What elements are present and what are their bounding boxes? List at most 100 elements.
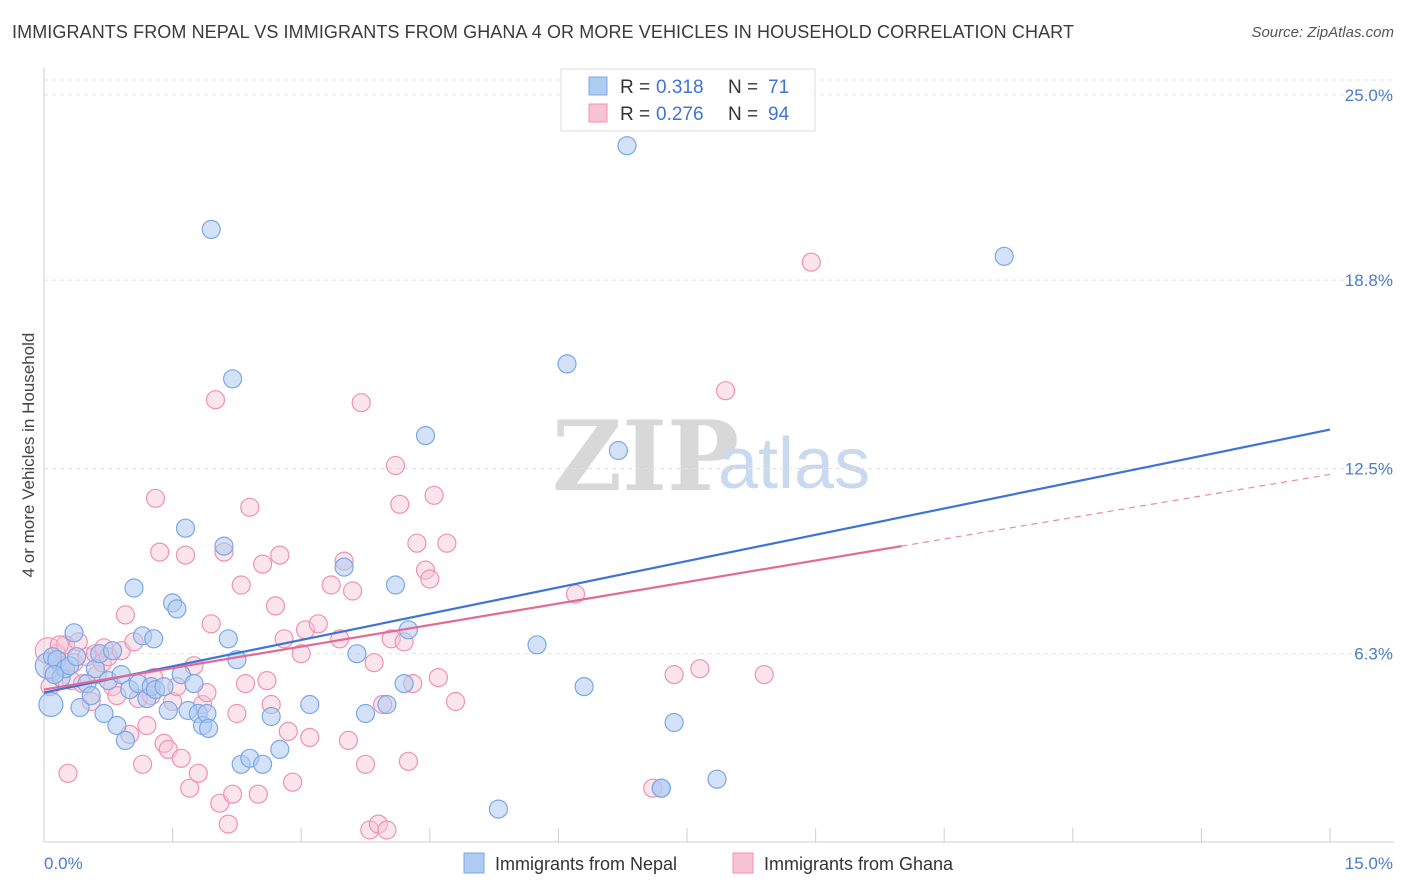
gridlines bbox=[44, 79, 1394, 655]
nepal-point bbox=[334, 557, 354, 577]
nepal-point bbox=[394, 673, 414, 694]
ghana-point bbox=[223, 784, 243, 804]
top-legend: R = 0.318 N = 71 R = 0.276 N = 94 bbox=[560, 68, 816, 132]
nepal-point bbox=[218, 629, 238, 649]
ghana-point bbox=[420, 569, 440, 589]
ghana-point bbox=[58, 763, 78, 783]
nepal-trend-line bbox=[43, 428, 1331, 694]
nepal-point bbox=[66, 647, 87, 667]
legend-nepal-r-value: 0.318 bbox=[656, 77, 704, 98]
ghana-point bbox=[364, 653, 384, 673]
nepal-point bbox=[385, 575, 406, 595]
ghana-point bbox=[407, 533, 427, 553]
ghana-point bbox=[133, 754, 153, 774]
legend-nepal-n-label: N = bbox=[728, 77, 758, 98]
bottom-legend-swatch-nepal bbox=[463, 852, 485, 874]
nepal-point bbox=[270, 739, 290, 760]
ghana-point bbox=[754, 664, 774, 685]
ghana-point bbox=[321, 575, 341, 595]
ghana-point bbox=[428, 667, 448, 688]
nepal-point bbox=[199, 718, 219, 739]
ghana-point bbox=[201, 614, 221, 634]
ghana-point bbox=[715, 381, 736, 401]
nepal-point bbox=[102, 641, 123, 661]
ghana-point bbox=[291, 644, 311, 664]
nepal-point bbox=[64, 623, 84, 643]
nepal-point bbox=[214, 536, 234, 556]
nepal-point bbox=[488, 799, 508, 819]
nepal-point bbox=[377, 694, 397, 715]
ghana-point bbox=[171, 748, 191, 768]
watermark-zip: ZIP bbox=[552, 400, 739, 513]
bottom-legend-ghana-label: Immigrants from Ghana bbox=[764, 854, 954, 874]
ghana-point bbox=[231, 575, 251, 595]
watermark-atlas: atlas bbox=[718, 424, 870, 504]
nepal-point bbox=[355, 703, 376, 724]
nepal-point bbox=[617, 136, 637, 156]
ghana-trend-line bbox=[43, 545, 902, 691]
nepal-point bbox=[707, 769, 727, 789]
bottom-legend-nepal-label: Immigrants from Nepal bbox=[495, 854, 677, 874]
y-tick-label: 12.5% bbox=[1345, 459, 1393, 478]
ghana-point bbox=[188, 763, 208, 783]
trend-lines bbox=[43, 428, 1331, 694]
nepal-point bbox=[175, 518, 196, 538]
ghana-point bbox=[308, 614, 328, 634]
nepal-point bbox=[115, 730, 136, 751]
ghana-point bbox=[145, 488, 166, 508]
legend-swatch-ghana bbox=[588, 103, 608, 123]
nepal-point bbox=[608, 440, 629, 461]
nepal-point bbox=[124, 578, 144, 598]
nepal-point bbox=[154, 676, 174, 697]
ghana-point bbox=[300, 727, 320, 748]
y-tick-labels: 6.3% 12.5% 18.8% 25.0% bbox=[1345, 86, 1393, 664]
nepal-point bbox=[574, 676, 594, 697]
ghana-point bbox=[137, 715, 157, 736]
ghana-point bbox=[283, 772, 303, 792]
bottom-legend-swatch-ghana bbox=[732, 852, 754, 874]
x-tick-label-min: 0.0% bbox=[44, 854, 83, 873]
nepal-point bbox=[527, 635, 547, 655]
ghana-point bbox=[445, 691, 466, 712]
nepal-point bbox=[144, 629, 164, 649]
nepal-point bbox=[107, 715, 127, 736]
ghana-point bbox=[265, 596, 286, 616]
nepal-point bbox=[664, 712, 684, 733]
y-tick-label: 6.3% bbox=[1354, 645, 1393, 664]
ghana-point bbox=[150, 542, 170, 562]
nepal-point bbox=[158, 700, 178, 721]
nepal-point bbox=[253, 754, 273, 774]
nepal-point bbox=[994, 246, 1014, 266]
ghana-point bbox=[257, 670, 277, 691]
ghana-point bbox=[424, 485, 444, 505]
ghana-point bbox=[377, 820, 397, 840]
ghana-point bbox=[240, 497, 260, 517]
ghana-point bbox=[437, 533, 457, 553]
ghana-point bbox=[278, 721, 298, 742]
legend-ghana-r-label: R = bbox=[620, 104, 650, 125]
nepal-point bbox=[651, 778, 671, 798]
nepal-point bbox=[557, 354, 577, 374]
chart-title: IMMIGRANTS FROM NEPAL VS IMMIGRANTS FROM… bbox=[12, 22, 1075, 42]
nepal-point bbox=[300, 694, 320, 715]
source-label: Source: ZipAtlas.com bbox=[1251, 24, 1394, 41]
nepal-point bbox=[70, 697, 90, 718]
legend-ghana-n-label: N = bbox=[728, 104, 758, 125]
nepal-point bbox=[44, 664, 64, 685]
ghana-point bbox=[351, 393, 371, 413]
ghana-point bbox=[115, 605, 136, 625]
nepal-point bbox=[415, 426, 436, 446]
ghana-point bbox=[355, 754, 376, 774]
ghana-point bbox=[205, 390, 226, 410]
ghana-point bbox=[227, 703, 247, 724]
y-tick-label: 18.8% bbox=[1345, 271, 1393, 290]
nepal-point bbox=[201, 219, 221, 239]
nepal-point bbox=[261, 706, 281, 727]
bottom-legend: Immigrants from Nepal Immigrants from Gh… bbox=[463, 852, 954, 874]
series-ghana-points bbox=[34, 252, 821, 840]
nepal-point bbox=[167, 599, 187, 619]
ghana-point bbox=[235, 673, 256, 694]
ghana-point bbox=[398, 751, 418, 771]
ghana-point bbox=[270, 545, 290, 565]
